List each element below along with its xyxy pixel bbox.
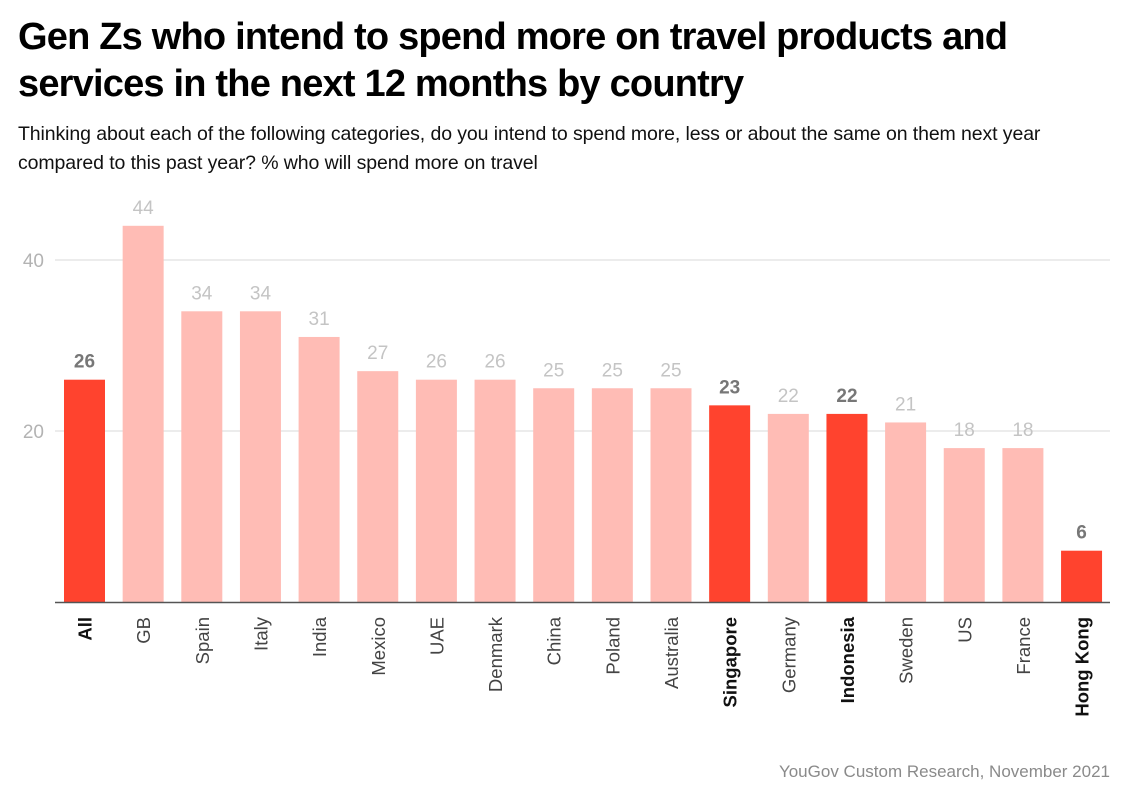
value-label-hong-kong: 6: [1076, 523, 1087, 544]
value-label-australia: 25: [660, 360, 681, 381]
category-label-hong-kong: Hong Kong: [1072, 617, 1093, 717]
bar-denmark: [474, 379, 516, 602]
bar-mexico: [357, 371, 399, 602]
chart-subtitle: Thinking about each of the following cat…: [18, 123, 1041, 174]
bar-indonesia: [826, 413, 868, 602]
gridlines: [55, 259, 1110, 432]
value-label-sweden: 21: [895, 394, 916, 415]
category-labels: All GB Spain Italy India Mexico UAE Denmark Chin…: [75, 616, 1093, 716]
bar-china: [533, 388, 575, 602]
value-label-india: 31: [309, 309, 330, 330]
value-label-indonesia: 22: [836, 386, 857, 407]
category-label-poland: Poland: [602, 617, 623, 675]
category-label-singapore: Singapore: [720, 617, 741, 707]
value-label-germany: 22: [778, 386, 799, 407]
bars: [64, 225, 1103, 603]
value-label-france: 18: [1012, 420, 1033, 441]
bar-poland: [591, 388, 633, 602]
value-label-uae: 26: [426, 352, 447, 373]
category-label-indonesia: Indonesia: [837, 616, 858, 703]
category-label-uae: UAE: [426, 617, 447, 655]
category-label-india: India: [309, 616, 330, 657]
value-label-us: 18: [954, 420, 975, 441]
value-label-poland: 25: [602, 360, 623, 381]
category-label-all: All: [75, 617, 96, 641]
bar-all: [64, 379, 105, 602]
category-label-france: France: [1013, 617, 1034, 675]
bar-germany: [767, 413, 809, 602]
category-label-germany: Germany: [778, 616, 799, 693]
value-label-singapore: 23: [719, 377, 740, 398]
value-label-gb: 44: [133, 198, 155, 219]
bar-spain: [181, 311, 223, 602]
chart-title: Gen Zs who intend to spend more on trave…: [18, 16, 1008, 105]
bar-gb: [122, 225, 164, 603]
bar-sweden: [885, 422, 927, 602]
category-label-australia: Australia: [661, 616, 682, 689]
bar-hong-kong: [1061, 550, 1103, 602]
bar-us: [943, 448, 985, 602]
bar-australia: [650, 388, 692, 602]
category-label-denmark: Denmark: [485, 616, 506, 692]
y-tick-label: 40: [23, 251, 44, 272]
source-note: YouGov Custom Research, November 2021: [778, 762, 1110, 781]
bar-uae: [415, 379, 457, 602]
category-label-sweden: Sweden: [896, 617, 917, 684]
value-label-denmark: 26: [484, 352, 505, 373]
category-label-mexico: Mexico: [368, 617, 389, 676]
value-labels: 26 44 34 34 31 27 26 26 25 25 25 23 22 22 21 18 18 6: [74, 198, 1087, 544]
category-label-italy: Italy: [250, 616, 271, 651]
category-label-us: US: [954, 617, 975, 643]
bar-singapore: [709, 405, 751, 602]
category-label-gb: GB: [133, 617, 154, 644]
bar-india: [298, 336, 340, 602]
category-label-china: China: [544, 616, 565, 665]
value-label-italy: 34: [250, 283, 272, 304]
category-label-spain: Spain: [192, 617, 213, 664]
bar-france: [1002, 448, 1044, 602]
bar-italy: [239, 311, 281, 602]
value-label-spain: 34: [191, 283, 213, 304]
y-tick-label: 20: [23, 422, 44, 443]
value-label-all: 26: [74, 352, 95, 373]
value-label-china: 25: [543, 360, 564, 381]
value-label-mexico: 27: [367, 343, 388, 364]
